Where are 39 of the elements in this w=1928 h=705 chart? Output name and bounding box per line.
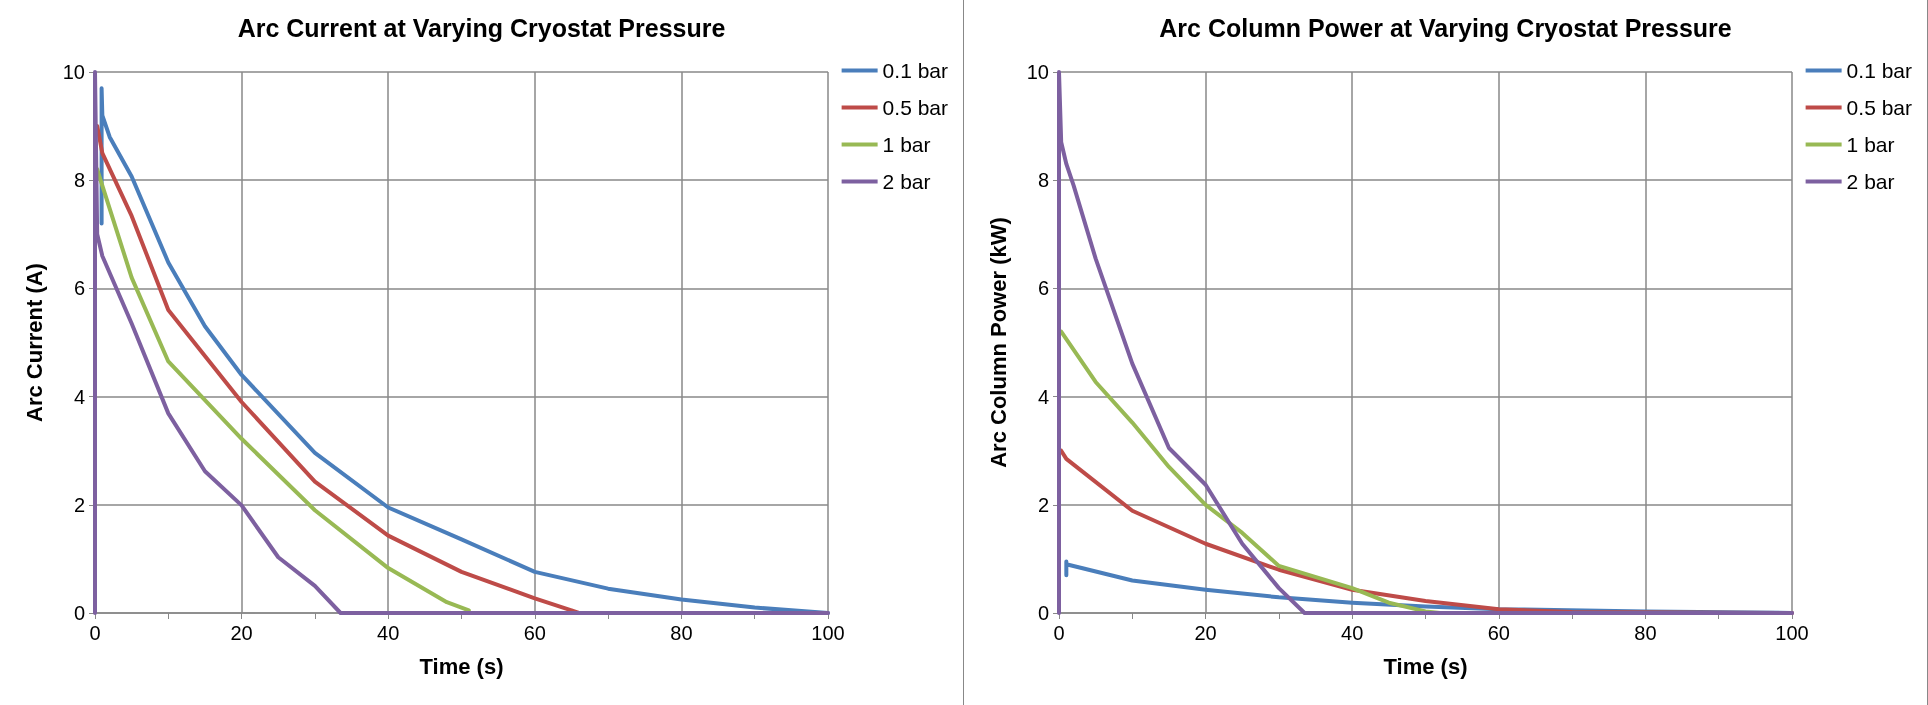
x-tick-label: 80 — [670, 622, 693, 644]
legend-label: 0.5 bar — [1846, 96, 1913, 119]
x-tick-label: 0 — [1053, 622, 1065, 644]
x-tick-label: 100 — [811, 622, 845, 644]
x-tick-label: 20 — [230, 622, 253, 644]
x-tick-label: 60 — [1487, 622, 1510, 644]
x-tick-label: 100 — [1775, 622, 1809, 644]
y-axis-title: Arc Current (A) — [21, 263, 47, 422]
x-tick-label: 20 — [1194, 622, 1217, 644]
y-tick-label: 10 — [62, 61, 85, 83]
legend-label: 2 bar — [1846, 170, 1895, 193]
x-tick-label: 80 — [1634, 622, 1657, 644]
legend-label: 0.1 bar — [1846, 59, 1913, 82]
legend-label: 0.5 bar — [882, 96, 949, 119]
y-tick-label: 8 — [1037, 169, 1049, 192]
y-tick-label: 6 — [1037, 277, 1049, 300]
y-axis-title: Arc Column Power (kW) — [985, 217, 1011, 468]
x-axis-title: Time (s) — [419, 653, 504, 679]
y-tick-label: 10 — [1026, 61, 1049, 83]
legend-label: 1 bar — [882, 133, 931, 156]
x-tick-label: 0 — [89, 622, 101, 644]
chart-title: Arc Current at Varying Cryostat Pressure — [237, 13, 726, 42]
y-tick-label: 0 — [73, 602, 85, 624]
y-tick-label: 2 — [1037, 493, 1049, 516]
legend-label: 2 bar — [882, 170, 931, 193]
y-tick-label: 0 — [1037, 602, 1049, 624]
legend-label: 1 bar — [1846, 133, 1895, 156]
y-tick-label: 6 — [73, 277, 85, 300]
y-tick-label: 8 — [73, 169, 85, 192]
y-tick-label: 4 — [73, 385, 85, 408]
x-tick-label: 60 — [523, 622, 546, 644]
chart-title: Arc Column Power at Varying Cryostat Pressure — [1159, 13, 1732, 42]
x-tick-label: 40 — [377, 622, 400, 644]
y-tick-label: 4 — [1037, 385, 1049, 408]
line-series — [95, 167, 471, 613]
x-axis-title: Time (s) — [1383, 653, 1468, 679]
legend-label: 0.1 bar — [882, 59, 949, 82]
x-tick-label: 40 — [1341, 622, 1364, 644]
y-tick-label: 2 — [73, 493, 85, 516]
